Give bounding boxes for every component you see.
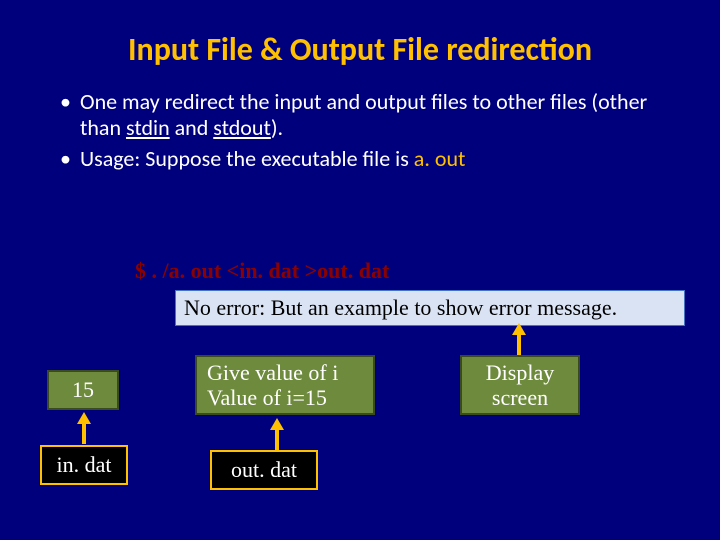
give-line-2: Value of i=15 [207,385,373,410]
box-outdat: out. dat [210,450,318,490]
bullet-2: Usage: Suppose the executable file is a.… [60,146,670,172]
error-message-box: No error: But an example to show error m… [175,290,685,326]
bullet-1-stdin: stdin [126,114,170,141]
slide-title: Input File & Output File redirection [0,0,720,89]
bullet-list: One may redirect the input and output fi… [0,89,720,172]
bullet-1-stdout: stdout [213,114,271,141]
arrow-shaft [275,428,279,452]
bullet-2-aout: a. out [414,145,466,172]
box-indat: in. dat [40,445,128,485]
give-line-1: Give value of i [207,360,373,385]
arrow-shaft [517,333,521,355]
box-fifteen: 15 [47,370,119,410]
command-line: $ . /a. out <in. dat >out. dat [135,258,389,284]
display-line-1: Display [486,360,554,385]
bullet-2-pre: Usage: Suppose the executable file is [80,145,414,172]
bullet-1-post: ). [271,114,283,141]
box-display-screen: Display screen [460,355,580,415]
display-line-2: screen [492,385,548,410]
box-give-value: Give value of i Value of i=15 [195,355,375,415]
bullet-1: One may redirect the input and output fi… [60,89,670,142]
arrow-shaft [82,422,86,444]
bullet-1-mid: and [170,114,214,141]
